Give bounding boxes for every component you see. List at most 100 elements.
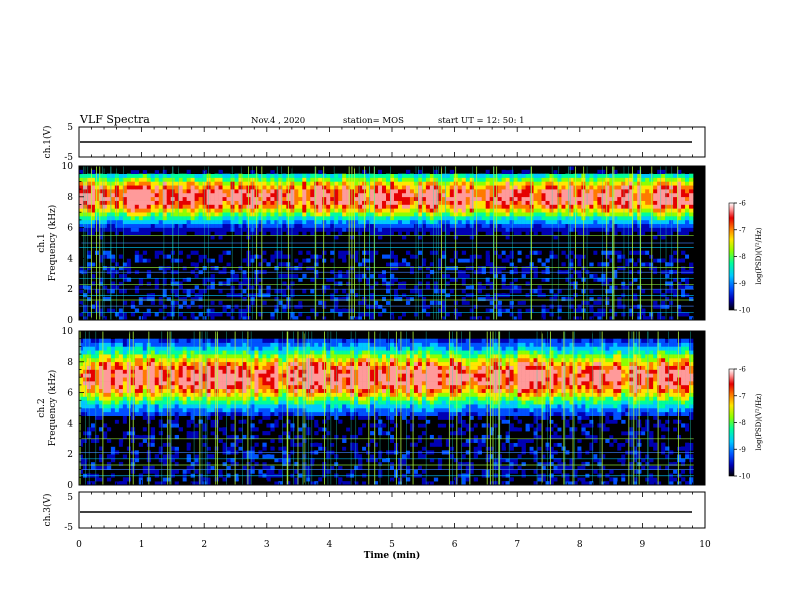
spectrogram-cell xyxy=(541,277,546,282)
spectrogram-cell xyxy=(429,181,435,186)
spectrogram-cell xyxy=(521,216,526,221)
spectrogram-cell xyxy=(110,223,116,228)
spectrogram-cell xyxy=(126,216,132,221)
spectrogram-cell xyxy=(441,219,447,225)
spectrogram-cell xyxy=(354,250,359,255)
spectrogram-cell xyxy=(222,189,227,194)
spectrogram-cell xyxy=(449,312,455,317)
spectrogram-cell xyxy=(242,300,247,305)
spectrogram-cell xyxy=(79,419,84,424)
spectrogram-cell xyxy=(126,266,132,271)
spectrogram-cell xyxy=(142,181,148,186)
spectrogram-cell xyxy=(222,216,227,221)
spectrogram-cell xyxy=(473,181,479,186)
spectrogram-cell xyxy=(210,300,215,305)
date-label: Nov.4 , 2020 xyxy=(251,116,305,126)
spectrogram-cell xyxy=(449,177,455,182)
spectrogram-cell xyxy=(294,231,299,236)
spectrogram-cell xyxy=(645,235,650,240)
spectrogram-cell xyxy=(390,219,395,225)
spectrogram-cell xyxy=(405,216,411,221)
spectrogram-cell xyxy=(685,285,690,290)
spectrogram-cell xyxy=(230,189,235,194)
spectrogram-cell xyxy=(278,300,283,305)
spectrogram-cell xyxy=(142,254,148,259)
spectrogram-cell xyxy=(110,304,116,309)
spectrogram-cell xyxy=(342,219,347,225)
spectrogram-cell xyxy=(609,312,614,317)
spectrogram-cell xyxy=(130,212,136,217)
spectrogram-cell xyxy=(306,181,311,186)
spectrogram-cell xyxy=(234,266,239,271)
spectrogram-cell xyxy=(338,312,343,317)
spectrogram-cell xyxy=(210,177,215,182)
spectrogram-cell xyxy=(134,192,140,198)
spectrogram-cell xyxy=(98,396,104,401)
spectrogram-cell xyxy=(154,196,160,201)
spectrogram-cell xyxy=(501,200,506,205)
spectrogram-cell xyxy=(250,177,255,182)
spectrogram-cell xyxy=(525,200,530,205)
spectrogram-cell xyxy=(234,277,239,282)
spectrogram-cell xyxy=(390,204,395,209)
spectrogram-cell xyxy=(649,212,654,217)
spectrogram-cell xyxy=(302,192,307,198)
spectrogram-cell xyxy=(549,304,554,309)
spectrogram-cell xyxy=(210,316,215,320)
spectrogram-cell xyxy=(294,181,299,186)
spectrogram-cell xyxy=(258,262,263,267)
spectrogram-cell xyxy=(102,219,108,225)
spectrogram-cell xyxy=(326,316,331,320)
spectrogram-cell xyxy=(617,273,622,278)
spectrogram-cell xyxy=(314,231,319,236)
spectrogram-cell xyxy=(541,212,546,217)
spectrogram-cell xyxy=(122,227,128,232)
spectrogram-cell xyxy=(130,300,136,305)
spectrogram-cell xyxy=(677,173,682,178)
spectrogram-cell xyxy=(90,381,96,386)
spectrogram-cell xyxy=(378,185,383,190)
spectrogram-cell xyxy=(465,289,471,294)
spectrogram-cell xyxy=(601,204,606,209)
spectrogram-cell xyxy=(294,212,299,217)
spectrogram-cell xyxy=(437,300,443,305)
spectrogram-cell xyxy=(661,231,666,236)
spectrogram-cell xyxy=(465,204,471,209)
spectrogram-cell xyxy=(278,196,283,201)
spectrogram-cell xyxy=(334,312,339,317)
spectrogram-cell xyxy=(561,262,566,267)
spectrogram-cell xyxy=(258,308,263,313)
spectrogram-cell xyxy=(198,216,203,221)
spectrogram-cell xyxy=(390,281,395,286)
spectrogram-cell xyxy=(509,281,514,286)
spectrogram-cell xyxy=(214,227,219,232)
spectrogram-cell xyxy=(513,192,518,198)
spectrogram-cell xyxy=(501,296,506,302)
spectrogram-cell xyxy=(346,173,351,178)
spectrogram-cell xyxy=(553,212,558,217)
spectrogram-cell xyxy=(461,185,467,190)
spectrogram-cell xyxy=(278,277,283,282)
spectrogram-cell xyxy=(505,166,510,171)
spectrogram-cell xyxy=(493,262,498,267)
spectrogram-cell xyxy=(226,258,231,263)
spectrogram-cell xyxy=(238,200,243,205)
spectrogram-cell xyxy=(334,300,339,305)
spectrogram-cell xyxy=(409,254,415,259)
spectrogram-cell xyxy=(370,296,375,302)
spectrogram-cell xyxy=(401,200,407,205)
spectrogram-cell xyxy=(278,316,283,320)
spectrogram-cell xyxy=(146,262,152,267)
spectrogram-cell xyxy=(138,281,144,286)
spectrogram-cell xyxy=(549,181,554,186)
spectrogram-cell xyxy=(621,177,626,182)
spectrogram-cell xyxy=(661,300,666,305)
spectrogram-cell xyxy=(493,189,498,194)
spectrogram-cell xyxy=(597,192,602,198)
spectrogram-cell xyxy=(569,208,574,213)
spectrogram-cell xyxy=(230,200,235,205)
spectrogram-cell xyxy=(106,254,112,259)
spectrogram-cell xyxy=(266,192,271,198)
spectrogram-cell xyxy=(162,200,168,205)
spectrogram-cell xyxy=(549,250,554,255)
